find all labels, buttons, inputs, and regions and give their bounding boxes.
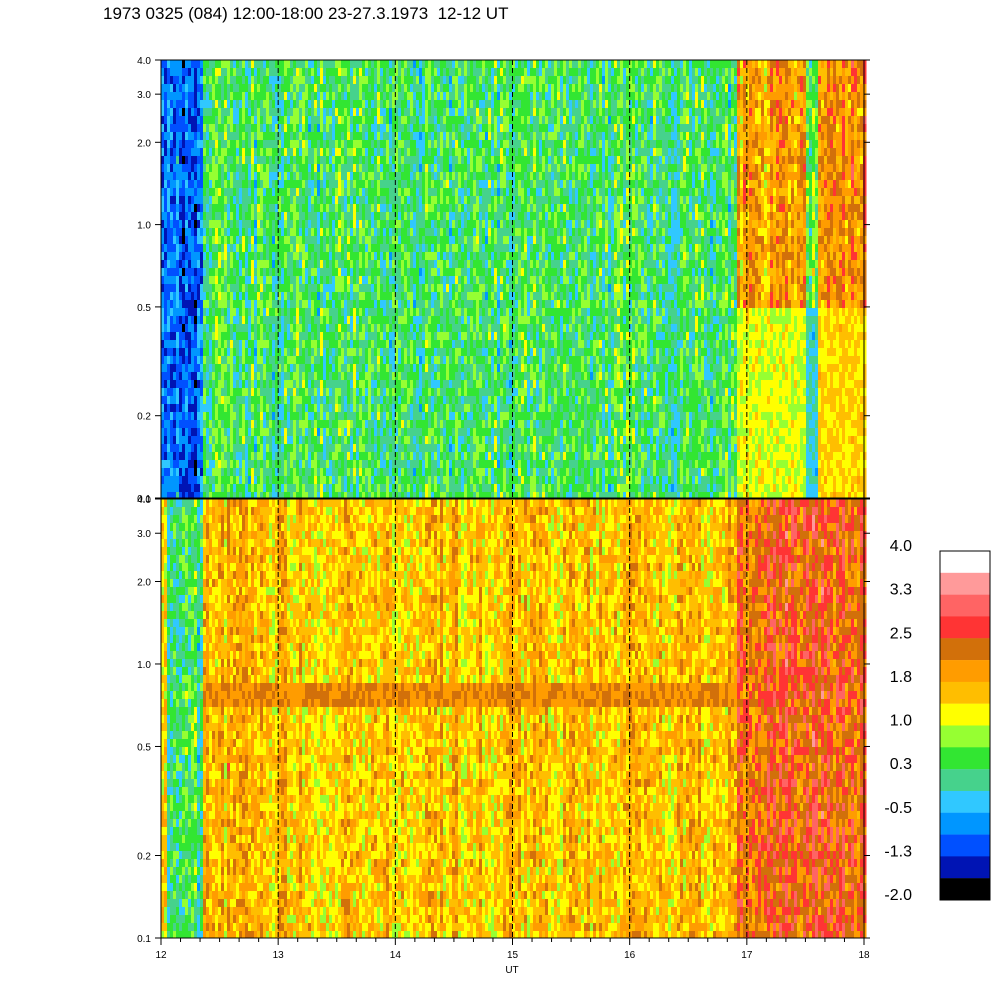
x-tick-label: 14 <box>390 950 402 961</box>
colorbar-label: 4.0 <box>890 538 912 555</box>
colorbar-label: 2.5 <box>890 625 912 642</box>
colorbar-swatch <box>940 878 990 901</box>
colorbar-swatch <box>940 703 990 726</box>
colorbar-swatch <box>940 572 990 595</box>
y-tick-label: 4.0 <box>137 495 151 506</box>
y-tick-label: 0.5 <box>137 303 151 314</box>
y-tick-label: 1.0 <box>137 660 151 671</box>
colorbar-swatch <box>940 660 990 683</box>
y-tick-label: 0.2 <box>137 412 151 423</box>
chart-title: 1973 0325 (084) 12:00-18:00 23-27.3.1973… <box>103 4 508 24</box>
x-tick-label: 16 <box>624 950 636 961</box>
x-tick-label: 15 <box>507 950 519 961</box>
colorbar-swatch <box>940 638 990 661</box>
top-panel <box>161 60 867 499</box>
y-tick-label: 2.0 <box>137 577 151 588</box>
colorbar-label: 1.0 <box>890 713 912 730</box>
y-tick-label: 1.0 <box>137 221 151 232</box>
colorbar-frame <box>939 550 991 901</box>
y-tick-label: 3.0 <box>137 90 151 101</box>
colorbar-swatch <box>940 812 990 835</box>
colorbar-swatch <box>940 681 990 704</box>
colorbar-label: 1.8 <box>890 669 912 686</box>
y-tick-label: 0.5 <box>137 742 151 753</box>
colorbar-swatch <box>940 594 990 617</box>
colorbar-label: 0.3 <box>890 756 912 773</box>
colorbar-swatch <box>940 790 990 813</box>
axes: 0.10.20.51.02.03.04.00.10.20.51.02.03.04… <box>137 56 870 961</box>
y-tick-label: 2.0 <box>137 138 151 149</box>
y-tick-label: 3.0 <box>137 529 151 540</box>
colorbar-swatch <box>940 747 990 770</box>
colorbar-swatch <box>940 769 990 792</box>
colorbar-swatch <box>940 551 990 574</box>
x-tick-label: 12 <box>155 950 167 961</box>
y-tick-label: 0.1 <box>137 494 151 505</box>
y-tick-label: 0.2 <box>137 852 151 863</box>
colorbar-label: -2.0 <box>884 887 912 904</box>
y-tick-label: 0.1 <box>137 934 151 945</box>
colorbar-label: 3.3 <box>890 582 912 599</box>
colorbar-swatch <box>940 616 990 639</box>
bottom-panel <box>161 499 867 939</box>
x-tick-label: 17 <box>741 950 753 961</box>
colorbar-label: -1.3 <box>884 843 912 860</box>
y-tick-label: 4.0 <box>137 56 151 67</box>
x-tick-label: 18 <box>858 950 870 961</box>
colorbar-swatch <box>940 834 990 857</box>
colorbar-swatch <box>940 725 990 748</box>
x-axis-label: UT <box>505 965 518 976</box>
colorbar-swatch <box>940 856 990 879</box>
colorbar-label: -0.5 <box>884 800 912 817</box>
colorbar: 4.0 3.3 2.5 1.8 1.0 0.3 -0.5 -1.3 -2.0 <box>884 538 991 904</box>
x-tick-label: 13 <box>273 950 285 961</box>
